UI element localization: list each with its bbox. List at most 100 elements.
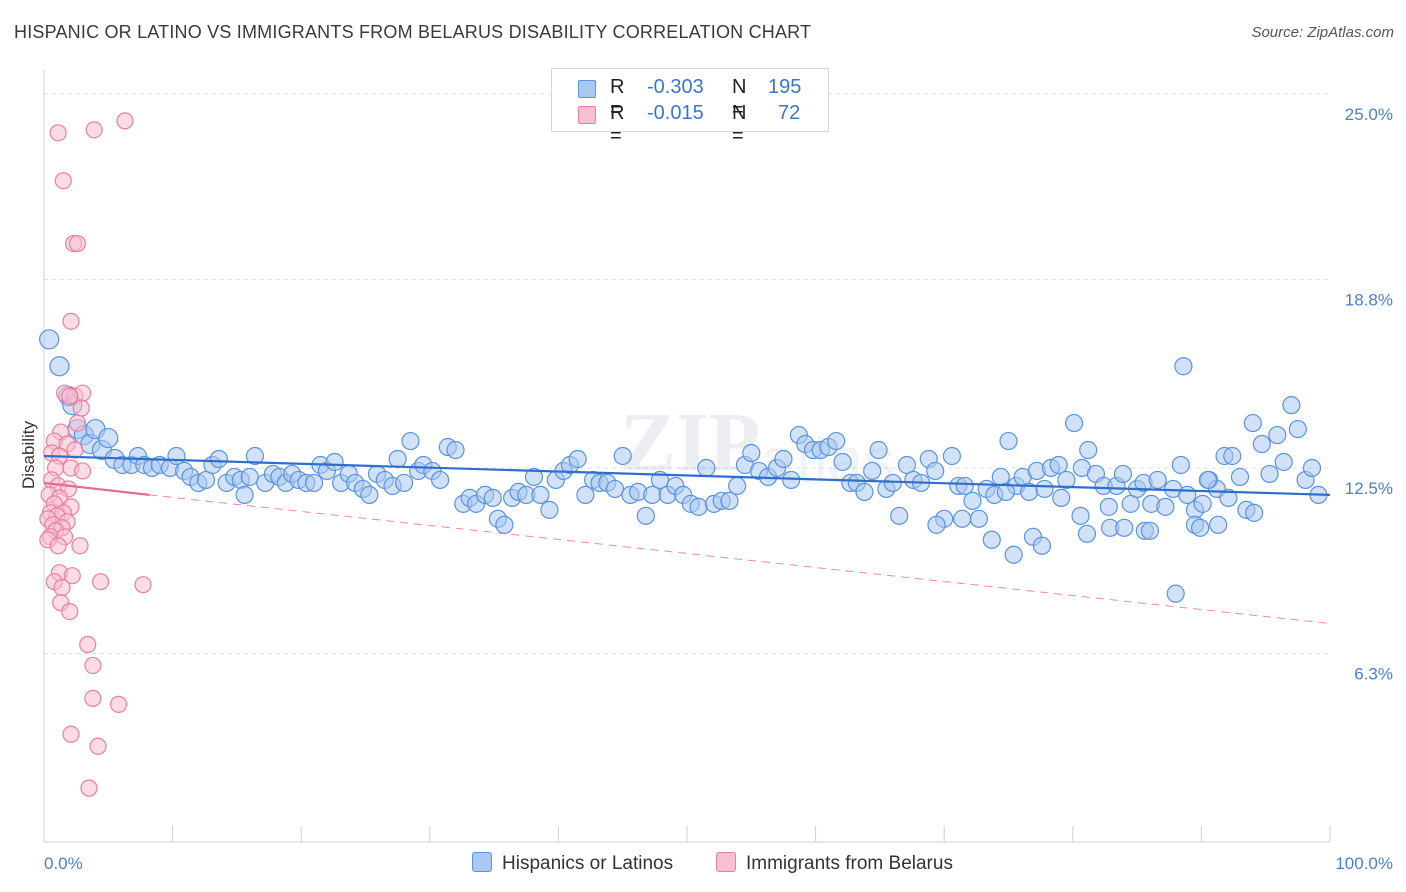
point-hispanics (955, 476, 974, 496)
point-hispanics (1219, 488, 1238, 507)
point-hispanics (926, 461, 945, 481)
trend-line-belarus-extended (149, 494, 1331, 625)
point-hispanics (39, 329, 60, 350)
point-belarus (79, 635, 97, 654)
point-hispanics (1071, 506, 1090, 525)
point-belarus (91, 573, 110, 591)
point-hispanics (1193, 494, 1212, 513)
point-hispanics (963, 491, 982, 510)
bottom-legend-label: Hispanics or Latinos (502, 853, 674, 874)
point-hispanics (720, 491, 739, 510)
y-tick-label: 25.0% (1345, 105, 1393, 124)
point-hispanics (196, 470, 216, 490)
point-hispanics (1121, 494, 1140, 513)
trend-lines (43, 454, 1331, 625)
gridlines (44, 93, 1330, 654)
point-hispanics (483, 488, 502, 507)
point-belarus (109, 695, 128, 713)
trend-line-hispanics (43, 454, 1331, 496)
point-hispanics (863, 461, 882, 481)
point-hispanics (1077, 524, 1097, 543)
point-hispanics (1243, 413, 1262, 433)
point-hispanics (689, 497, 708, 516)
point-hispanics (1099, 497, 1118, 516)
point-hispanics (1049, 455, 1068, 475)
point-hispanics (1004, 545, 1023, 564)
point-hispanics (833, 452, 852, 472)
legend-r-value: -0.015 (647, 102, 704, 124)
x-tick-labels: 0.0% 100.0% (44, 854, 1393, 873)
point-hispanics (1052, 488, 1071, 507)
point-hispanics (697, 458, 716, 478)
point-belarus (68, 414, 87, 432)
point-hispanics (1064, 413, 1084, 433)
point-hispanics (1115, 518, 1134, 537)
point-hispanics (855, 482, 874, 502)
point-hispanics (1198, 470, 1217, 490)
x-tick-label-max: 100.0% (1335, 854, 1393, 873)
y-tick-label: 6.3% (1354, 664, 1393, 683)
point-hispanics (524, 467, 544, 487)
point-belarus (54, 172, 72, 190)
point-hispanics (774, 449, 793, 469)
point-belarus (66, 441, 84, 459)
point-hispanics (1174, 357, 1193, 376)
point-hispanics (1282, 396, 1301, 415)
point-hispanics (1035, 479, 1054, 499)
point-hispanics (897, 455, 917, 475)
point-hispanics (969, 509, 989, 528)
point-hispanics (245, 446, 265, 466)
trend-line-belarus (43, 481, 150, 496)
point-hispanics (890, 506, 909, 525)
bottom-legend-hispanics: Hispanics or Latinos (472, 852, 673, 875)
point-hispanics (827, 431, 846, 451)
point-hispanics (1230, 467, 1250, 487)
point-belarus (63, 567, 81, 585)
point-belarus (53, 579, 71, 597)
point-hispanics (605, 479, 625, 499)
bottom-swatch-pink (716, 852, 736, 872)
y-tick-label: 12.5% (1345, 479, 1393, 498)
point-hispanics (613, 446, 632, 466)
point-hispanics (568, 449, 587, 469)
legend-n-label: N = (732, 102, 747, 147)
point-hispanics (325, 452, 344, 472)
point-hispanics (996, 482, 1016, 502)
point-hispanics (1191, 518, 1210, 537)
point-hispanics (360, 485, 379, 504)
point-hispanics (1274, 452, 1293, 472)
point-hispanics (982, 530, 1001, 549)
point-hispanics (1178, 485, 1197, 504)
series-hispanics-points (39, 329, 1328, 603)
chart-title: HISPANIC OR LATINO VS IMMIGRANTS FROM BE… (14, 22, 812, 42)
point-hispanics (953, 509, 972, 528)
point-hispanics (1260, 464, 1279, 484)
y-axis-label: Disability (19, 420, 38, 489)
legend-swatch-blue (578, 80, 596, 98)
point-hispanics (430, 470, 450, 490)
point-hispanics (49, 356, 70, 377)
point-hispanics (540, 500, 559, 519)
point-hispanics (1268, 425, 1287, 445)
point-hispanics (1223, 446, 1242, 466)
point-belarus (49, 537, 67, 555)
point-hispanics (643, 485, 662, 504)
point-hispanics (531, 485, 550, 504)
point-hispanics (304, 473, 324, 493)
point-hispanics (235, 485, 254, 504)
point-hispanics (240, 467, 259, 487)
point-hispanics (401, 431, 420, 451)
point-hispanics (782, 470, 801, 490)
bottom-legend-belarus: Immigrants from Belarus (716, 852, 953, 875)
point-belarus (71, 537, 89, 555)
point-belarus (61, 602, 79, 621)
point-hispanics (742, 443, 761, 463)
point-hispanics (1156, 497, 1175, 516)
legend-n-value: 72 (778, 102, 801, 124)
point-hispanics (728, 476, 747, 496)
point-hispanics (446, 440, 465, 460)
point-hispanics (1166, 584, 1185, 603)
legend-r-label: R = (610, 76, 625, 121)
point-hispanics (1288, 419, 1307, 439)
y-tick-labels: 6.3% 12.5% 18.8% 25.0% (1345, 105, 1393, 684)
